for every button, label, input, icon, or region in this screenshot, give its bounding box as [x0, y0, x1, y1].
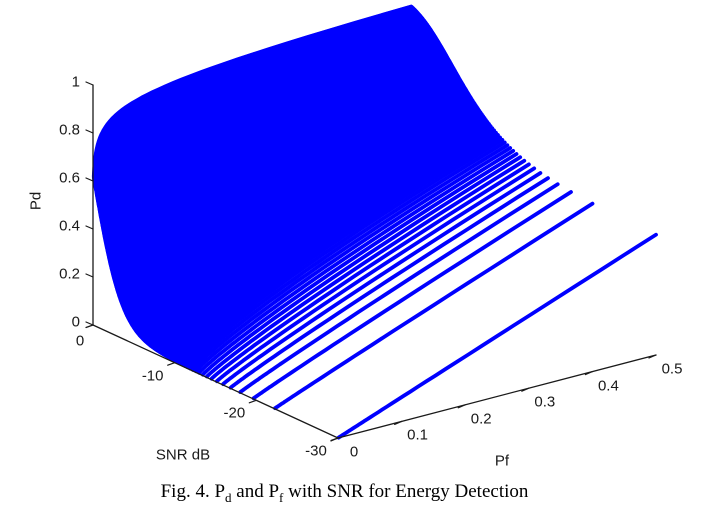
roc-curve: [183, 137, 505, 368]
tick-mark-y: [330, 437, 339, 442]
roc-curve: [200, 155, 523, 377]
roc-curve: [185, 140, 507, 370]
tick-mark-z: [85, 177, 94, 182]
roc-curve: [190, 146, 513, 372]
roc-curve: [171, 124, 493, 362]
roc-curve: [176, 130, 498, 365]
y-axis-line: [337, 354, 657, 439]
roc-curve: [228, 176, 550, 390]
roc-curve: [221, 171, 543, 387]
z-tick-label: 0.4: [59, 217, 80, 235]
roc-curve: [193, 148, 516, 374]
tick-mark-z: [85, 321, 94, 326]
tick-mark-x: [167, 362, 176, 366]
roc-curve: [336, 232, 658, 440]
tick-mark-y: [648, 354, 657, 359]
y-tick-label: 0.1: [407, 426, 429, 444]
roc-curve: [273, 201, 595, 411]
roc-curve: [91, 4, 414, 180]
y-tick-label: 0.2: [470, 410, 492, 428]
roc-curve: [197, 152, 519, 375]
tick-mark-z: [85, 81, 94, 86]
tick-mark-x: [85, 324, 94, 329]
caption-text-2: and P: [231, 481, 280, 502]
roc-curve: [204, 158, 527, 379]
z-tick-label: 0.8: [59, 121, 80, 139]
y-tick-label: 0.3: [534, 393, 556, 411]
roc-curve: [238, 182, 560, 395]
z-tick-label: 0.6: [59, 169, 80, 187]
z-tick-label: 1: [71, 73, 80, 91]
x-tick-label: -30: [305, 442, 327, 460]
tick-mark-y: [584, 371, 594, 376]
roc-curve: [172, 126, 495, 363]
caption-sub-f: f: [279, 489, 284, 505]
tick-mark-z: [85, 129, 94, 134]
tick-mark-y: [521, 387, 530, 392]
roc-curve: [188, 143, 510, 371]
roc-curve: [174, 128, 497, 364]
caption-sub-d: d: [225, 489, 232, 505]
roc-curve: [178, 133, 500, 366]
x-axis-line: [92, 324, 339, 439]
y-tick-label: 0: [349, 443, 359, 461]
tick-mark-z: [85, 225, 94, 230]
z-axis-label: Pd: [27, 191, 45, 211]
roc-curve: [251, 190, 573, 401]
roc-curve: [209, 162, 531, 381]
roc-curve: [214, 166, 537, 384]
z-tick-label: 0: [71, 313, 80, 331]
x-axis-label: SNR dB: [155, 446, 211, 464]
tick-mark-x: [248, 399, 257, 404]
tick-mark-z: [85, 273, 94, 278]
x-tick-label: -10: [141, 367, 164, 385]
z-tick-label: 0.2: [59, 265, 80, 283]
y-axis-label: Pf: [494, 452, 510, 470]
tick-mark-y: [457, 404, 466, 409]
tick-mark-y: [394, 420, 403, 425]
caption-text-1: Fig. 4. P: [160, 481, 226, 502]
x-tick-label: 0: [75, 332, 85, 350]
caption-text-3: with SNR for Energy Detection: [283, 481, 529, 502]
y-tick-label: 0.5: [661, 360, 683, 378]
figure-caption: Fig. 4. Pd and Pf with SNR for Energy De…: [0, 481, 689, 505]
x-tick-label: -20: [223, 404, 246, 422]
y-tick-label: 0.4: [597, 377, 619, 395]
roc-curve: [180, 135, 503, 367]
